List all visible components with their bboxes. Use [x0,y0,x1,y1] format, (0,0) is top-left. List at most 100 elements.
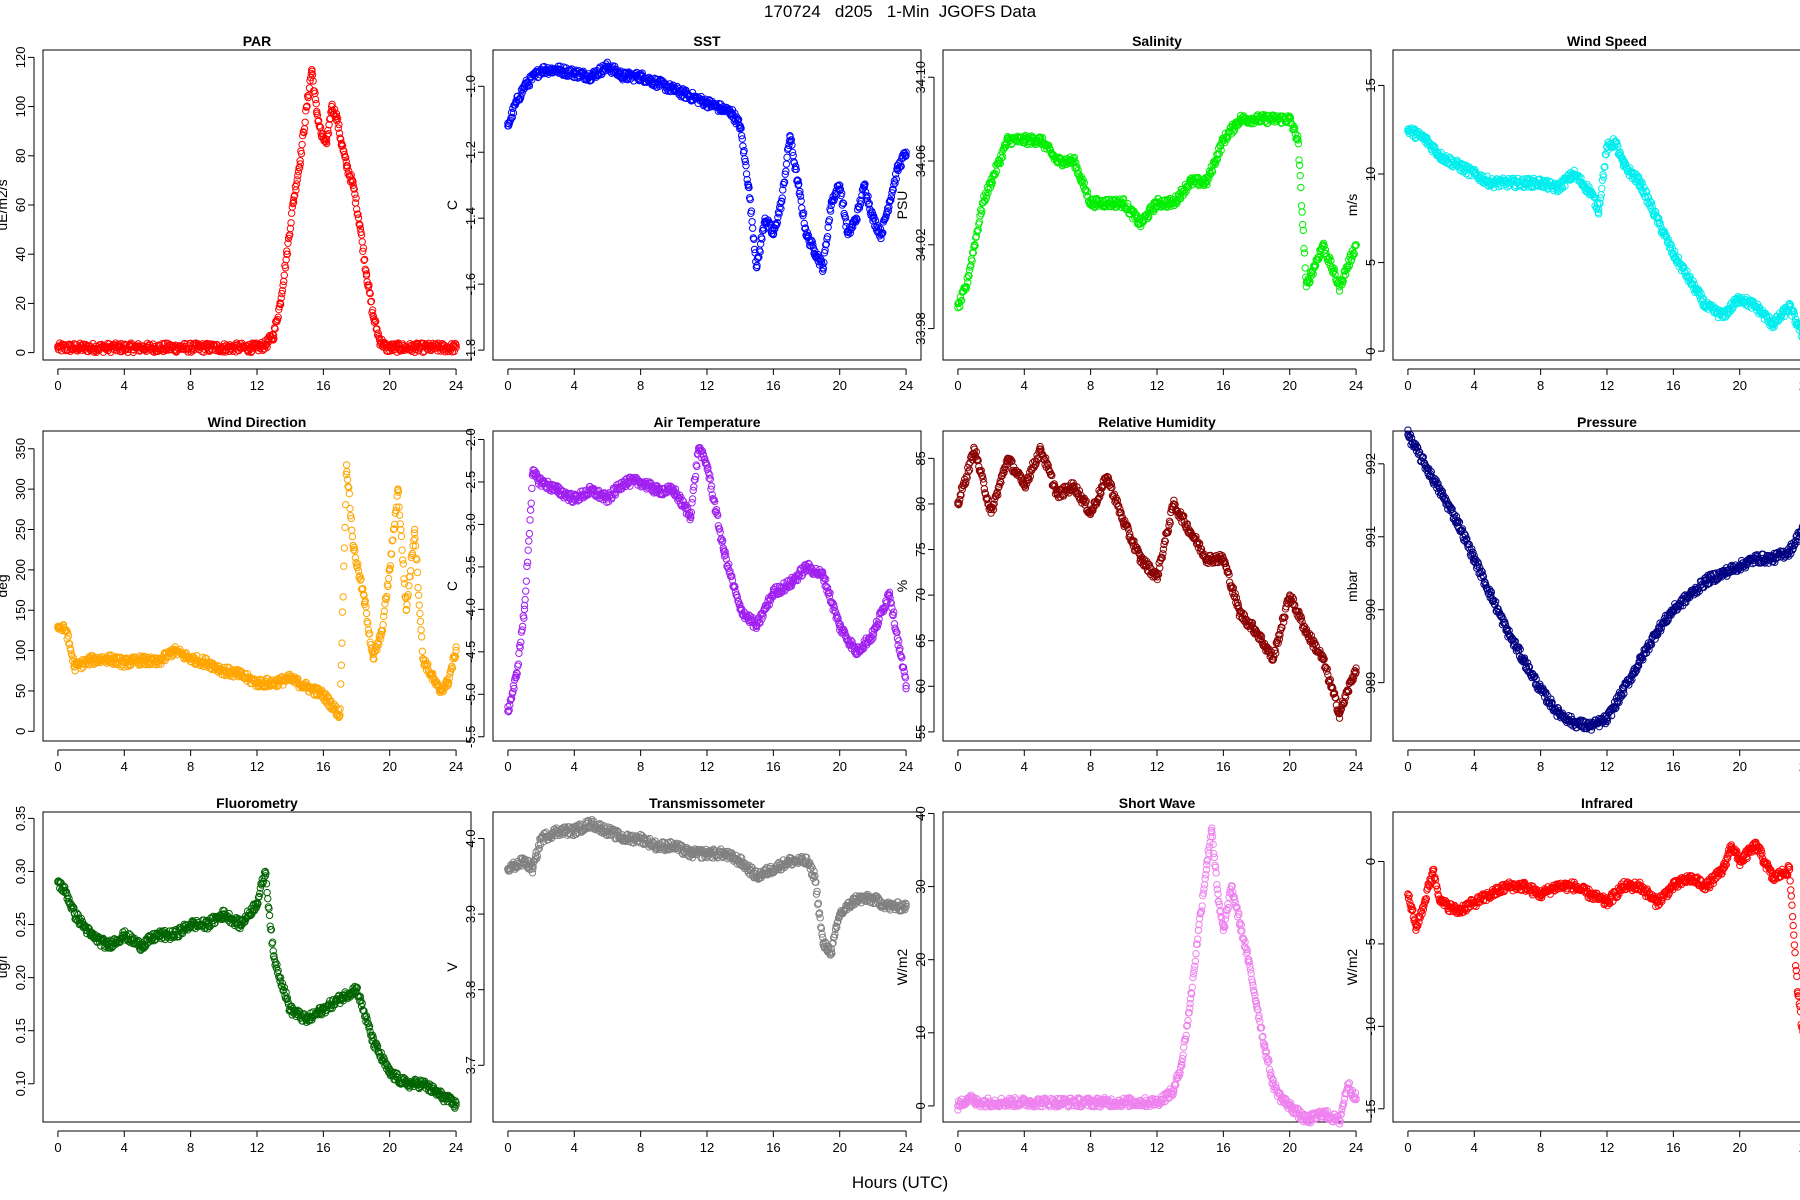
x-tick-label: 12 [250,378,264,393]
y-tick-label: 60 [13,198,28,212]
data-point [354,210,362,219]
x-tick-label: 0 [54,759,61,774]
data-point [370,315,378,323]
data-point [783,153,791,162]
y-tick-label: 34.10 [913,61,928,94]
data-point [298,140,306,149]
y-tick-label: 34.06 [913,145,928,178]
y-tick-label: -4.5 [463,641,478,663]
y-tick-label: 100 [13,640,28,662]
data-point [384,574,393,583]
x-tick-label: 4 [571,759,578,774]
data-point [300,128,308,137]
x-tick-label: 16 [1666,378,1680,393]
sst-x-axis: 0 4 8 12 16 20 24 [504,368,913,393]
data-point [279,281,287,289]
data-point [351,190,359,198]
data-point [289,199,297,208]
data-point [302,107,310,115]
y-tick-label: 100 [13,96,28,118]
data-point [755,253,763,262]
data-point [749,224,757,232]
y-tick-label: 80 [13,149,28,163]
data-point [335,120,343,129]
wind-direction-point-cloud [54,467,460,722]
data-point [270,334,278,343]
data-point [352,194,360,202]
data-point [293,176,301,184]
data-point [398,546,406,554]
salinity-point-cloud [954,110,1360,311]
y-tick-label: -5.0 [463,683,478,705]
y-tick-label: 0 [13,349,28,356]
x-tick-label: 4 [1471,378,1478,393]
data-point [345,167,353,175]
data-point [278,289,286,298]
y-tick-label: -5.5 [463,726,478,748]
air-temperature-series [504,444,910,715]
x-tick-label: 20 [1732,378,1746,393]
x-tick-label: 12 [1150,759,1164,774]
data-point [338,142,347,150]
y-tick-label: -3.0 [463,513,478,535]
x-tick-label: 0 [1404,378,1411,393]
y-tick-label: -2.5 [463,471,478,493]
y-tick-label: 40 [13,247,28,261]
data-point [366,289,374,298]
y-tick-label: 80 [913,497,928,511]
x-tick-label: 20 [1282,378,1296,393]
data-point [352,205,361,213]
x-tick-label: 24 [1349,759,1363,774]
data-point [524,546,532,554]
data-point [527,499,535,507]
air-temperature-x-axis: 0 4 8 12 16 20 24 [504,749,913,774]
data-point [348,177,356,185]
x-tick-label: 0 [504,759,511,774]
x-tick-label: 12 [250,759,264,774]
sst-y-axis-label: C [444,200,460,210]
data-point [365,281,373,289]
air-temperature-y-axis-label: C [444,581,460,591]
par-series [54,65,460,352]
data-point [737,131,746,140]
data-point [334,124,342,132]
data-point [750,235,758,243]
x-tick-label: 24 [899,759,913,774]
data-point [337,661,346,669]
wind-speed-y-axis-label: m/s [1344,194,1360,217]
data-point [348,532,357,541]
data-point [413,568,422,577]
data-point [342,461,351,469]
data-point [291,191,299,199]
x-tick-label: 24 [449,759,463,774]
data-point [345,489,354,498]
x-tick-label: 8 [637,759,644,774]
y-tick-label: 20 [13,296,28,310]
data-point [418,633,426,641]
x-tick-label: 20 [382,759,396,774]
data-point [277,294,285,302]
relative-humidity-title: Relative Humidity [1098,414,1216,430]
data-point [747,207,756,215]
relative-humidity-y-axis-label: % [894,580,910,592]
data-point [282,256,290,264]
data-point [226,341,234,349]
data-point [283,247,291,255]
wind-speed-point-cloud [1404,124,1800,341]
data-point [526,506,535,514]
data-point [338,639,346,647]
data-point [279,277,288,286]
data-point [302,103,311,111]
data-point [411,348,419,356]
data-point [645,73,653,82]
y-tick-label: -3.5 [463,556,478,578]
data-point [1300,249,1309,257]
data-point [292,180,301,188]
data-point [509,109,518,117]
x-tick-label: 4 [121,378,128,393]
data-point [337,680,345,688]
data-point [677,86,686,94]
